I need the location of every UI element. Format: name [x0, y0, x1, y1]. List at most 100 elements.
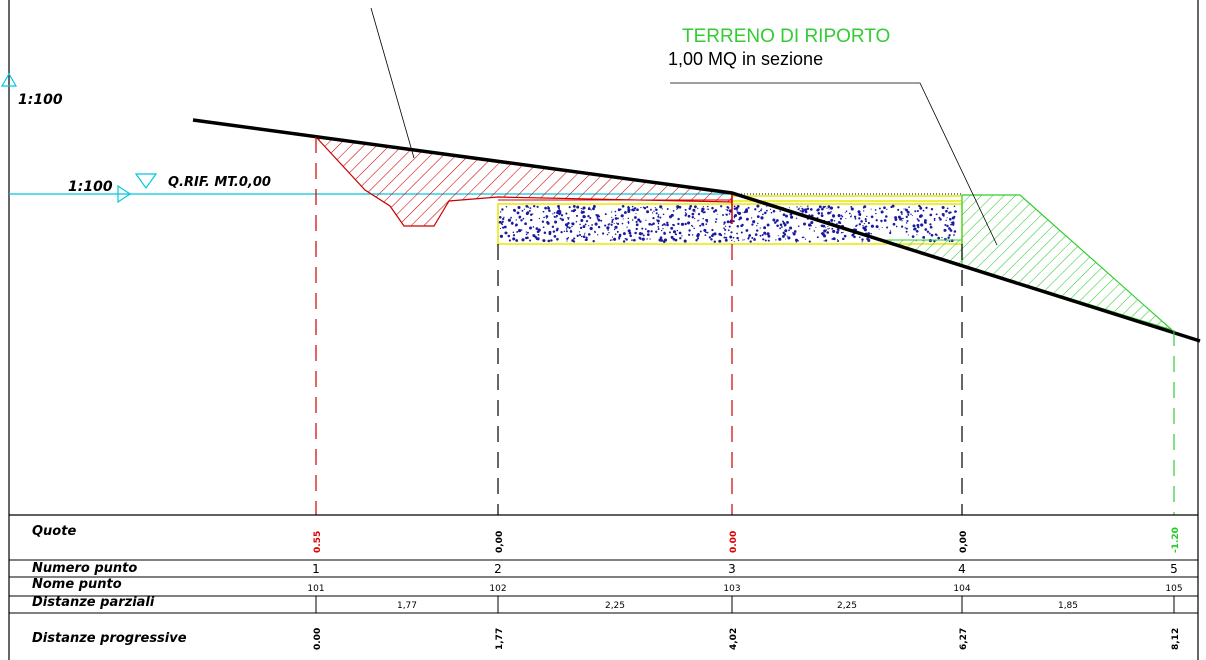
aggregate-dot — [606, 226, 610, 230]
aggregate-dot — [793, 230, 797, 233]
row-label-quote: Quote — [32, 524, 76, 539]
aggregate-dot — [580, 207, 582, 210]
aggregate-dot — [759, 234, 762, 237]
aggregate-dot — [641, 227, 644, 230]
aggregate-dot — [831, 227, 834, 230]
aggregate-dot — [559, 212, 562, 215]
aggregate-dot — [782, 231, 785, 235]
quota-1: 0.55 — [313, 531, 323, 553]
aggregate-dot — [611, 239, 613, 241]
aggregate-dot — [943, 228, 947, 232]
aggregate-dot — [597, 234, 599, 236]
aggregate-dot — [528, 209, 531, 212]
parziale-1: 1,77 — [397, 601, 417, 611]
aggregate-dot — [917, 225, 920, 229]
aggregate-dot — [547, 239, 551, 243]
aggregate-dot — [683, 239, 687, 243]
aggregate-dot — [930, 233, 934, 237]
aggregate-dot — [614, 225, 618, 229]
aggregate-dot — [532, 213, 534, 215]
aggregate-dot — [525, 212, 529, 216]
aggregate-dot — [584, 223, 587, 226]
aggregate-dot — [881, 227, 883, 229]
aggregate-dot — [522, 217, 525, 220]
aggregate-dot — [587, 207, 591, 211]
aggregate-dot — [666, 223, 669, 227]
numero-2: 2 — [494, 562, 502, 576]
aggregate-dot — [510, 216, 512, 219]
aggregate-dot — [874, 209, 877, 211]
aggregate-dot — [725, 213, 727, 215]
aggregate-dot — [552, 213, 554, 215]
aggregate-dot — [681, 235, 683, 237]
aggregate-dot — [745, 217, 749, 221]
aggregate-dot — [930, 208, 934, 211]
aggregate-dot — [589, 216, 592, 219]
aggregate-dot — [516, 230, 519, 233]
aggregate-dot — [712, 233, 715, 236]
aggregate-dot — [663, 232, 666, 235]
aggregate-dot — [620, 214, 624, 218]
aggregate-dot — [756, 215, 760, 218]
aggregate-dot — [801, 236, 804, 239]
aggregate-dot — [723, 227, 725, 230]
aggregate-dot — [661, 224, 664, 227]
aggregate-dot — [585, 219, 589, 223]
aggregate-dot — [955, 211, 958, 213]
aggregate-dot — [718, 239, 722, 243]
aggregate-dot — [792, 232, 796, 236]
aggregate-dot — [756, 225, 758, 227]
aggregate-dot — [687, 214, 691, 218]
aggregate-dot — [537, 228, 541, 232]
aggregate-dot — [662, 228, 664, 230]
aggregate-dot — [547, 206, 550, 210]
aggregate-dot — [753, 238, 756, 241]
row-label-numero: Numero punto — [32, 561, 137, 576]
aggregate-dot — [584, 232, 586, 234]
aggregate-dot — [595, 213, 598, 216]
aggregate-dot — [824, 239, 828, 242]
aggregate-dot — [592, 207, 595, 211]
aggregate-dot — [529, 207, 532, 210]
aggregate-dot — [567, 218, 570, 220]
aggregate-dot — [772, 218, 776, 222]
aggregate-dot — [542, 239, 544, 241]
aggregate-dot — [500, 211, 502, 213]
aggregate-dot — [634, 231, 637, 235]
aggregate-dot — [655, 230, 658, 233]
aggregate-dot — [875, 219, 878, 222]
aggregate-dot — [801, 207, 804, 210]
aggregate-dot — [611, 220, 614, 224]
aggregate-dot — [923, 219, 927, 222]
aggregate-dot — [827, 205, 831, 208]
aggregate-dot — [524, 236, 528, 240]
aggregate-dot — [778, 237, 782, 241]
aggregate-dot — [897, 215, 901, 219]
aggregate-dot — [901, 220, 903, 222]
aggregate-dot — [568, 206, 571, 209]
aggregate-dot — [885, 215, 888, 218]
aggregate-dot — [826, 207, 828, 209]
aggregate-dot — [730, 209, 732, 211]
aggregate-dot — [779, 223, 783, 227]
aggregate-dot — [802, 236, 805, 239]
aggregate-dot — [730, 231, 733, 234]
aggregate-dot — [642, 234, 645, 237]
aggregate-dot — [626, 226, 628, 228]
aggregate-dot — [851, 233, 855, 237]
aggregate-dot — [823, 229, 827, 233]
progressiva-4: 6,27 — [959, 628, 969, 650]
aggregate-dot — [567, 236, 570, 239]
aggregate-dot — [565, 228, 568, 230]
aggregate-dot — [912, 224, 916, 228]
aggregate-dot — [724, 225, 727, 227]
aggregate-dot — [596, 216, 599, 219]
aggregate-dot — [935, 213, 938, 216]
aggregate-dot — [613, 228, 616, 231]
aggregate-dot — [905, 215, 908, 219]
aggregate-dot — [703, 228, 707, 232]
aggregate-dot — [705, 223, 708, 225]
aggregate-dot — [619, 208, 622, 211]
aggregate-dot — [705, 231, 707, 234]
parziale-2: 2,25 — [605, 601, 625, 611]
